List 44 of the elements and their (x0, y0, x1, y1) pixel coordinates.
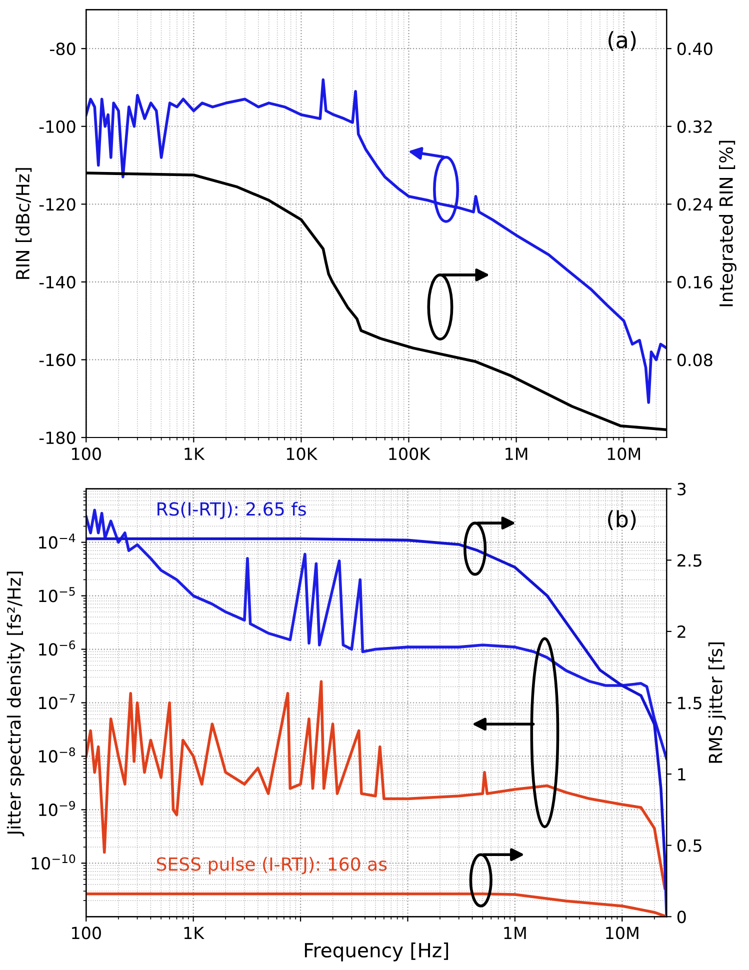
x-tick-label: 1M (504, 926, 526, 940)
y2-tick-label: 0.08 (677, 354, 712, 366)
y2-tick-label: 0.32 (677, 120, 712, 133)
annotation: (a) (608, 31, 636, 51)
y2-tick-label: 0.16 (677, 276, 712, 289)
y2-tick-label: 2.5 (678, 554, 702, 567)
y-tick-label: -140 (39, 276, 76, 289)
x-tick-label: 10M (606, 926, 638, 940)
y-axis-title: Jitter spectral density [fs²/Hz] (6, 572, 24, 836)
y-tick-label: 10$^{−6}$ (39, 640, 76, 656)
y-tick-label: 10$^{−4}$ (39, 534, 76, 549)
y-tick-label: 10$^{−7}$ (39, 694, 75, 710)
y2-axis-title: Integrated RIN [%] (718, 140, 736, 306)
x-axis-title: Frequency [Hz] (304, 942, 448, 962)
y-tick-label: -80 (50, 42, 76, 56)
x-tick-label: 10K (286, 448, 318, 460)
series-label: RS(I-RTJ): 2.65 fs (158, 502, 306, 520)
y-tick-label: 10$^{−8}$ (39, 747, 76, 763)
y2-tick-label: 0.40 (677, 42, 712, 56)
y-tick-label: 10$^{−5}$ (39, 587, 75, 602)
x-tick-label: 100K (389, 448, 430, 460)
series-label: SESS pulse (I-RTJ): 160 as (156, 856, 387, 874)
y2-tick-label: 1.5 (678, 696, 702, 710)
y-tick-label: 10$^{−10}$ (32, 854, 76, 870)
y2-tick-label: 1 (678, 768, 686, 780)
y2-axis-title: RMS jitter [fs] (708, 642, 726, 763)
x-tick-label: 1M (506, 448, 528, 460)
y2-tick-label: 2 (678, 625, 686, 638)
x-tick-label: 10M (608, 448, 640, 460)
y-tick-label: -120 (39, 198, 76, 211)
y-tick-label: 10$^{−9}$ (39, 800, 75, 816)
y-tick-label: -180 (39, 431, 76, 444)
y-axis-title: RIN [dBc/Hz] (16, 168, 32, 279)
y2-tick-label: 0.5 (677, 839, 702, 852)
x-tick-label: 1K (184, 926, 204, 940)
y2-tick-label: 0 (677, 910, 686, 924)
y-tick-label: -160 (39, 354, 76, 366)
y2-tick-label: 0.24 (677, 198, 713, 211)
x-tick-label: 1K (184, 448, 205, 460)
x-tick-label: 100 (72, 926, 101, 940)
y-tick-label: -100 (39, 120, 76, 133)
annotation: (b) (608, 510, 636, 530)
y2-tick-label: 3 (678, 482, 686, 496)
x-tick-label: 100 (72, 448, 101, 460)
